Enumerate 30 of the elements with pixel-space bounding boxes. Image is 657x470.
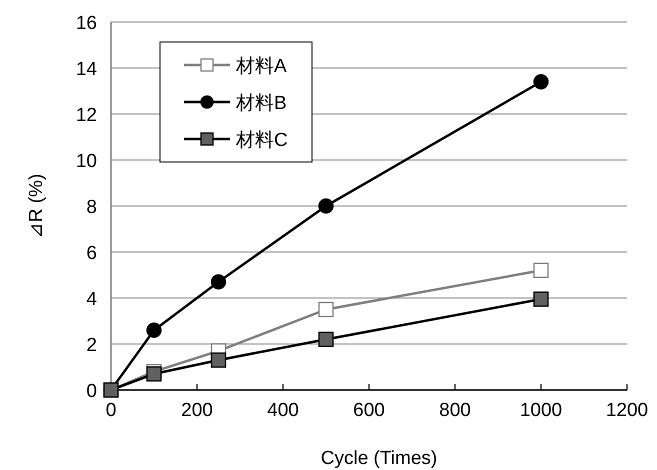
point (210, 274, 226, 290)
x-tick-label: 1200 (606, 400, 648, 421)
x-tick-label: 800 (439, 400, 471, 421)
y-tick-label: 2 (86, 335, 97, 356)
y-tick-label: 4 (86, 289, 98, 310)
y-tick-label: 6 (86, 243, 97, 264)
y-tick-label: 16 (76, 13, 97, 34)
legend-label: 材料A (235, 56, 287, 77)
y-tick-label: 14 (76, 59, 98, 80)
x-axis-title: Cycle (Times) (320, 448, 438, 469)
point (533, 262, 549, 278)
x-tick-label: 600 (353, 400, 385, 421)
y-tick-label: 8 (86, 197, 97, 218)
x-tick-label: 400 (267, 400, 299, 421)
point (318, 302, 334, 318)
x-tick-label: 0 (106, 400, 116, 421)
point (533, 292, 549, 307)
x-tick-label: 200 (181, 400, 213, 421)
point (533, 74, 549, 90)
legend-label: 材料B (235, 93, 287, 114)
y-tick-label: 10 (76, 151, 97, 172)
point (318, 198, 334, 214)
y-tick-label: 12 (76, 105, 97, 126)
point (146, 322, 162, 338)
legend-label: 材料C (235, 130, 288, 151)
y-tick-label: 0 (86, 381, 97, 402)
x-tick-label: 1000 (520, 400, 562, 421)
point (210, 352, 226, 368)
point (318, 332, 334, 348)
y-axis-title: ⊿R (%) (26, 174, 47, 238)
